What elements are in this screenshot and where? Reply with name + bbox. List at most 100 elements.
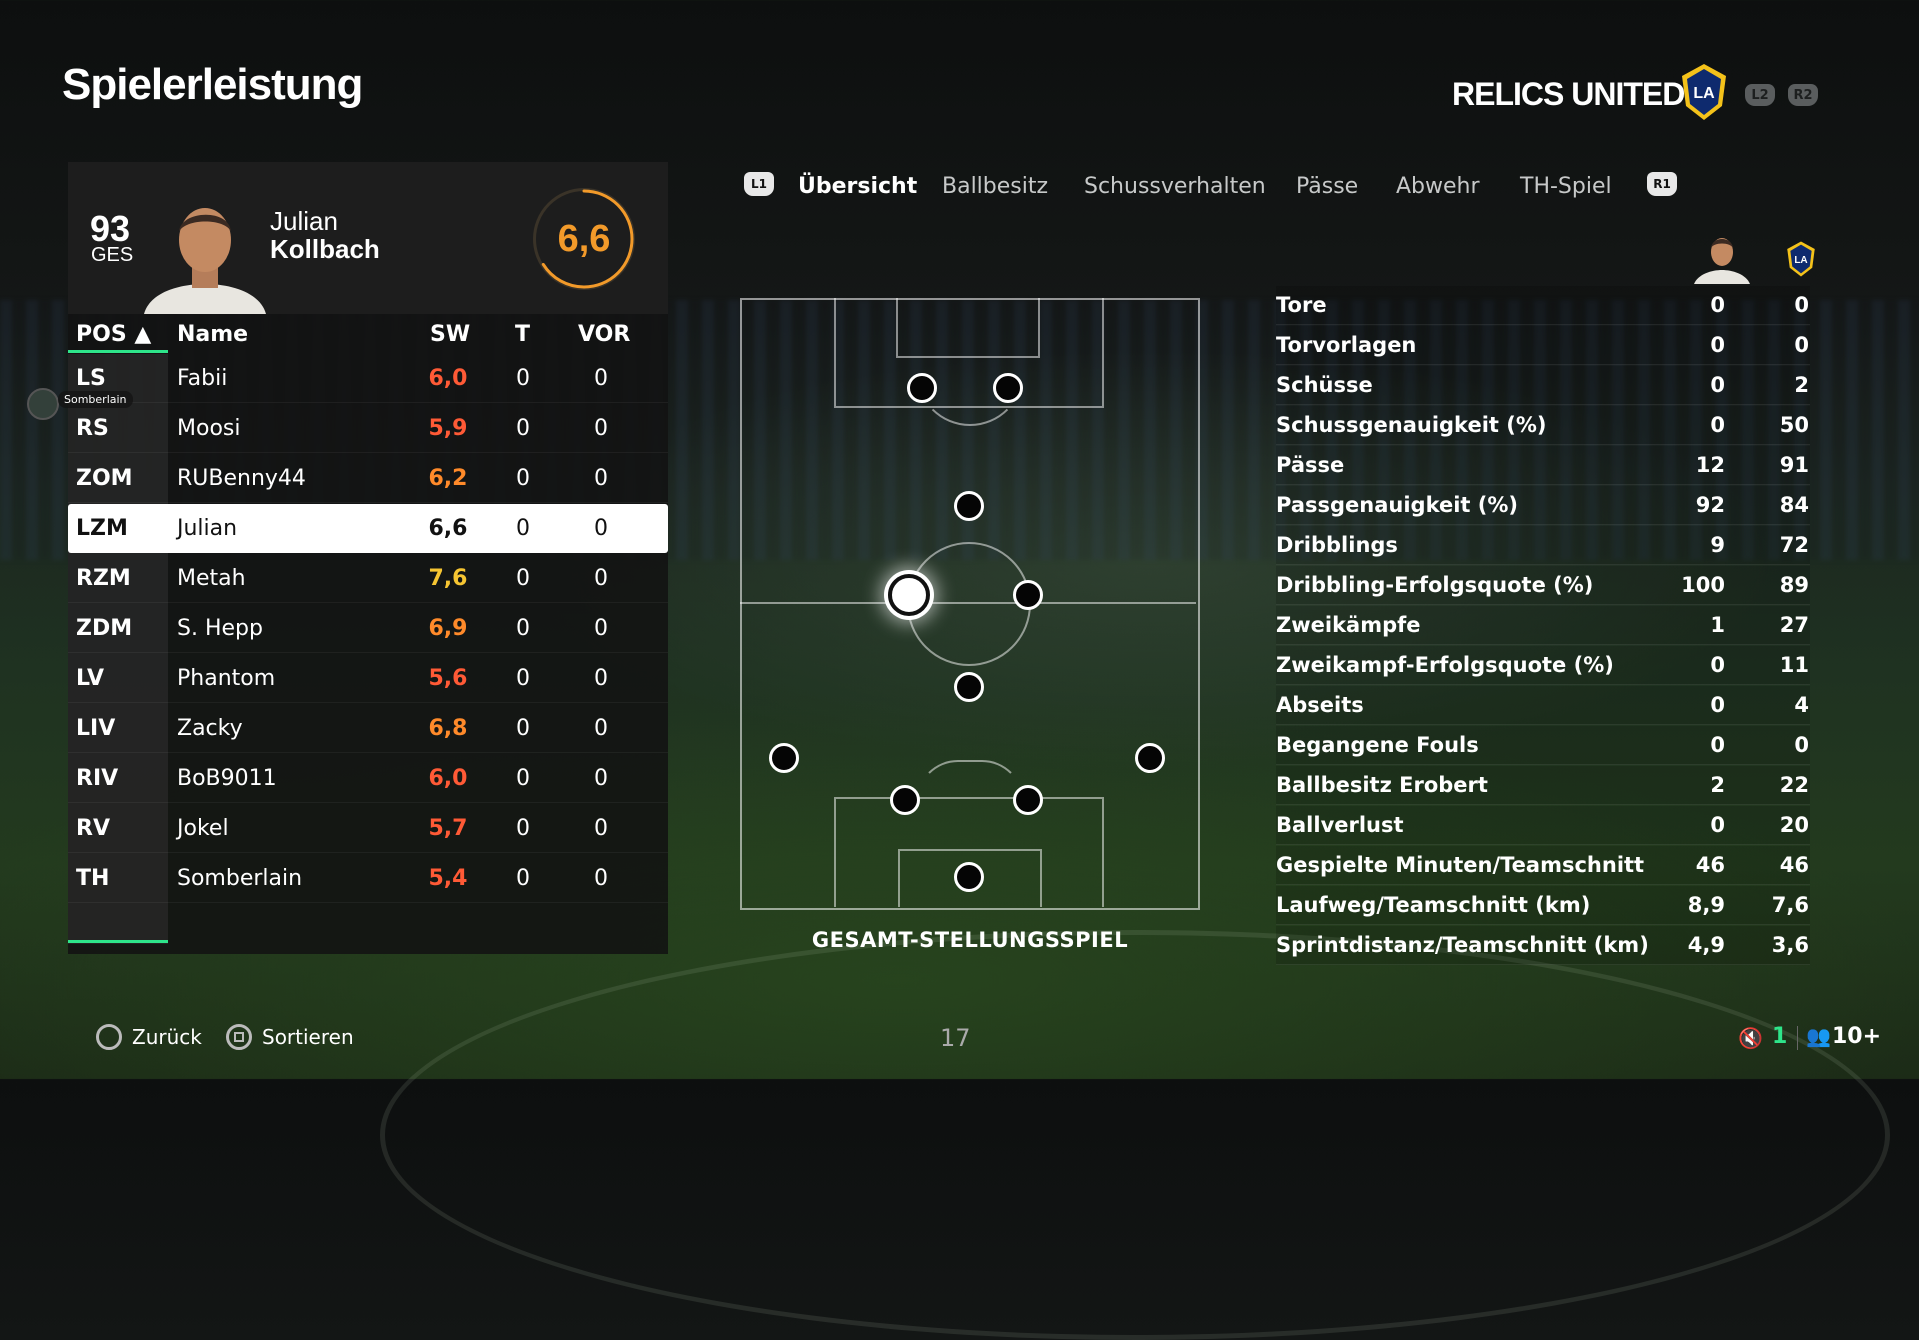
stat-team-value: 84: [1779, 493, 1809, 517]
stat-player-value: 0: [1710, 413, 1725, 437]
table-row[interactable]: RZM Metah 7,6 0 0: [68, 554, 668, 603]
table-row[interactable]: RS Moosi 5,9 0 0: [68, 404, 668, 453]
stat-label: Torvorlagen: [1276, 333, 1417, 357]
row-sw: 6,0: [428, 366, 468, 391]
player-last-name: Kollbach: [270, 234, 380, 264]
stat-team-value: 11: [1779, 653, 1809, 677]
row-sw: 5,4: [428, 866, 468, 891]
stat-player-value: 2: [1710, 773, 1725, 797]
overall-rating: 93: [90, 208, 131, 249]
stat-player-value: 1: [1710, 613, 1725, 637]
positioning-pitch: [740, 298, 1200, 910]
sort-label: Sortieren: [262, 1025, 354, 1049]
row-name: Somberlain: [177, 866, 303, 891]
team-name: RELICS UNITED: [1452, 76, 1685, 112]
row-vor: 0: [594, 766, 608, 791]
stat-label: Passgenauigkeit (%): [1276, 493, 1519, 517]
stat-row: Abseits 0 4: [1276, 686, 1810, 725]
rating-progress-arc: [534, 189, 634, 289]
tab-uebersicht[interactable]: Übersicht: [798, 174, 918, 199]
row-t: 0: [516, 416, 530, 441]
stat-row: Zweikampf-Erfolgsquote (%) 0 11: [1276, 646, 1810, 685]
table-row[interactable]: LIV Zacky 6,8 0 0: [68, 704, 668, 753]
row-pos: LS: [76, 366, 106, 391]
tab-ballbesitz[interactable]: Ballbesitz: [942, 174, 1049, 199]
header-vor[interactable]: VOR: [578, 322, 631, 347]
table-row[interactable]: LV Phantom 5,6 0 0: [68, 654, 668, 703]
table-row[interactable]: ZOM RUBenny44 6,2 0 0: [68, 454, 668, 503]
row-pos: LV: [76, 666, 105, 691]
player-avatar-icon: [27, 388, 59, 420]
stat-team-value: 2: [1794, 373, 1809, 397]
row-pos: RZM: [76, 566, 131, 591]
player-marker-liv[interactable]: [890, 785, 920, 815]
row-t: 0: [516, 716, 530, 741]
row-pos: RV: [76, 816, 110, 841]
stat-row: Sprintdistanz/Teamschnitt (km) 4,9 3,6: [1276, 926, 1810, 965]
table-row[interactable]: LS Fabii 6,0 0 0: [68, 354, 668, 403]
stat-row: Schüsse 0 2: [1276, 366, 1810, 405]
tab-th-spiel[interactable]: TH-Spiel: [1520, 174, 1612, 199]
stat-team-value: 91: [1779, 453, 1809, 477]
stat-label: Ballverlust: [1276, 813, 1404, 837]
player-marker-zdm[interactable]: [954, 672, 984, 702]
header-pos[interactable]: POS ▲: [76, 322, 152, 347]
row-vor: 0: [594, 466, 608, 491]
back-button[interactable]: Zurück: [96, 1024, 202, 1050]
svg-text:LA: LA: [1693, 85, 1715, 102]
sort-button[interactable]: Sortieren: [226, 1024, 354, 1050]
row-t: 0: [516, 666, 530, 691]
pitch-caption: GESAMT-STELLUNGSSPIEL: [811, 928, 1129, 952]
stat-label: Schüsse: [1276, 373, 1373, 397]
stat-row: Passgenauigkeit (%) 92 84: [1276, 486, 1810, 525]
table-row[interactable]: TH Somberlain 5,4 0 0: [68, 854, 668, 903]
row-sw: 5,9: [428, 416, 468, 441]
tab-paesse[interactable]: Pässe: [1296, 174, 1359, 199]
sort-indicator-bottom: [68, 940, 168, 943]
player-marker-th[interactable]: [954, 862, 984, 892]
player-marker-rs[interactable]: [993, 373, 1023, 403]
stat-player-value: 0: [1710, 813, 1725, 837]
table-row[interactable]: RIV BoB9011 6,0 0 0: [68, 754, 668, 803]
player-marker-riv[interactable]: [1013, 785, 1043, 815]
stat-player-value: 92: [1695, 493, 1725, 517]
header-t[interactable]: T: [515, 322, 531, 347]
row-vor: 0: [594, 816, 608, 841]
stat-player-value: 0: [1710, 733, 1725, 757]
row-t: 0: [516, 566, 530, 591]
stat-label: Tore: [1276, 293, 1327, 317]
player-marker-lzm-selected[interactable]: [888, 574, 930, 616]
row-vor: 0: [594, 616, 608, 641]
stat-row: Tore 0 0: [1276, 286, 1810, 325]
r1-button[interactable]: R1: [1647, 172, 1677, 196]
table-row-selected[interactable]: LZM Julian 6,6 0 0: [68, 504, 668, 553]
r2-button[interactable]: R2: [1788, 84, 1818, 106]
top-goal-box: [896, 298, 1040, 358]
table-row[interactable]: ZDM S. Hepp 6,9 0 0: [68, 604, 668, 653]
tab-schussverhalten[interactable]: Schussverhalten: [1084, 174, 1266, 199]
stat-player-value: 100: [1681, 573, 1725, 597]
stats-table: Tore 0 0 Torvorlagen 0 0 Schüsse 0 2 Schussgenaui…: [1276, 286, 1810, 966]
player-marker-rv[interactable]: [1135, 743, 1165, 773]
table-row[interactable]: RV Jokel 5,7 0 0: [68, 804, 668, 853]
tab-abwehr[interactable]: Abwehr: [1396, 174, 1480, 199]
row-sw: 6,6: [428, 516, 468, 541]
stat-player-value: 12: [1695, 453, 1725, 477]
stat-label: Sprintdistanz/Teamschnitt (km): [1276, 933, 1649, 957]
player-marker-lv[interactable]: [769, 743, 799, 773]
stat-row: Gespielte Minuten/Teamschnitt 46 46: [1276, 846, 1810, 885]
player-marker-ls[interactable]: [907, 373, 937, 403]
l1-button[interactable]: L1: [744, 172, 774, 196]
stat-row: Schussgenauigkeit (%) 0 50: [1276, 406, 1810, 445]
stat-team-value: 22: [1779, 773, 1809, 797]
stat-player-value: 46: [1695, 853, 1725, 877]
header-name[interactable]: Name: [177, 322, 249, 347]
row-sw: 6,0: [428, 766, 468, 791]
l2-button[interactable]: L2: [1745, 84, 1775, 106]
player-portrait: [144, 208, 266, 314]
player-marker-zom[interactable]: [954, 491, 984, 521]
bottom-arc: [916, 760, 1024, 802]
header-sw[interactable]: SW: [430, 322, 471, 347]
row-name: Metah: [177, 566, 246, 591]
player-marker-rzm[interactable]: [1013, 580, 1043, 610]
